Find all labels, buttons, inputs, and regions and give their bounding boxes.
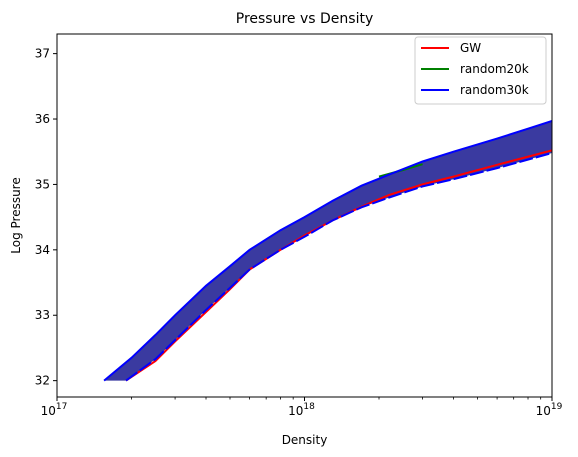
- x-axis: 1017 1018 1019: [41, 397, 563, 418]
- random30k-upper-line: [103, 120, 552, 382]
- y-tick-label: 36: [35, 112, 50, 126]
- gw-line: [125, 149, 552, 382]
- y-axis-label: Log Pressure: [9, 177, 23, 254]
- plot-area: [103, 120, 552, 382]
- y-tick-label: 35: [35, 177, 50, 191]
- chart-title: Pressure vs Density: [236, 11, 373, 27]
- y-tick-label: 32: [35, 374, 50, 388]
- y-tick-label: 34: [35, 243, 50, 257]
- x-tick-label: 1017: [41, 402, 68, 418]
- y-tick-label: 33: [35, 308, 50, 322]
- legend: GW random20k random30k: [414, 36, 547, 105]
- legend-label: random30k: [460, 83, 529, 97]
- random30k-band: [104, 121, 552, 381]
- y-axis: 32 33 34 35 36 37: [35, 47, 57, 388]
- x-tick-label: 1019: [536, 402, 563, 418]
- legend-label: random20k: [460, 62, 529, 76]
- legend-label: GW: [460, 41, 481, 55]
- y-tick-label: 37: [35, 47, 50, 61]
- legend-box: [414, 36, 547, 105]
- x-axis-label: Density: [282, 433, 328, 447]
- x-tick-label: 1018: [288, 402, 315, 418]
- random30k-lower-line: [125, 152, 552, 382]
